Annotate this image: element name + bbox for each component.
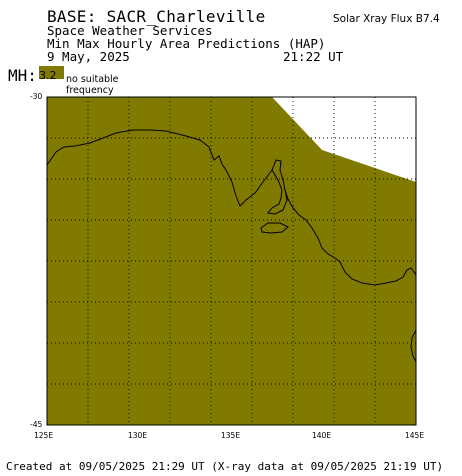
coastline-south-east — [410, 329, 417, 363]
coastline-mainland — [46, 129, 417, 286]
coastline-gulf-loop — [267, 169, 288, 215]
mh-value: 3.2 — [39, 69, 57, 82]
organization-name: Space Weather Services — [47, 23, 213, 38]
map-frame — [46, 96, 417, 426]
map-grid — [47, 97, 416, 425]
lon-label-135: 135E — [221, 431, 241, 440]
lon-label-125: 125E — [34, 431, 54, 440]
created-footer: Created at 09/05/2025 21:29 UT (X-ray da… — [6, 460, 444, 473]
xray-flux-readout: Solar Xray Flux B7.4 — [333, 13, 440, 25]
island-outline — [260, 222, 289, 234]
lat-label-bottom: -45 — [30, 420, 43, 429]
lon-label-145: 145E — [405, 431, 425, 440]
lon-label-130: 130E — [128, 431, 148, 440]
base-title: BASE: SACR_Charleville — [47, 7, 266, 26]
no-frequency-label: no suitable frequency — [66, 74, 119, 96]
forecast-time: 21:22 UT — [283, 49, 344, 64]
mh-label: MH: — [8, 66, 37, 85]
forecast-date: 9 May, 2025 — [47, 49, 130, 64]
lat-label-top: -30 — [30, 92, 43, 101]
no-frequency-swatch — [39, 66, 64, 79]
product-title: Min Max Hourly Area Predictions (HAP) — [47, 36, 326, 51]
coastline — [46, 129, 417, 363]
lon-label-140: 140E — [312, 431, 332, 440]
